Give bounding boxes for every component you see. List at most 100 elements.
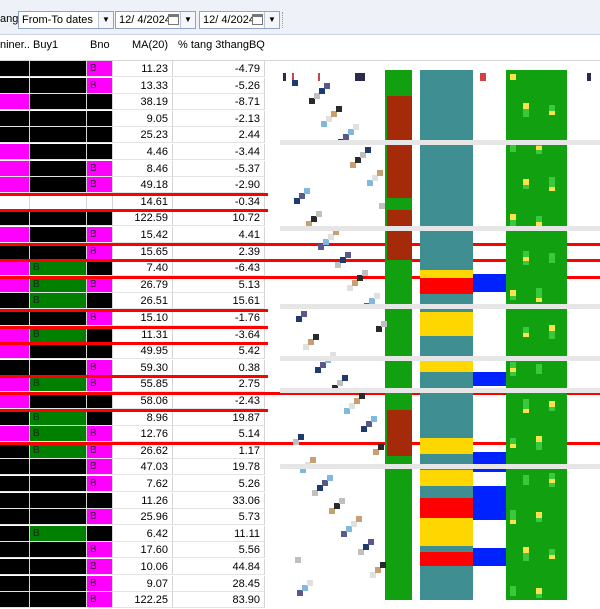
pct-tang-value: -2.13 (173, 110, 265, 127)
header-indicator-mark (318, 73, 320, 81)
table-row[interactable]: B 59.30 0.38 (0, 359, 600, 377)
table-row[interactable]: B 26.51 15.61 (0, 293, 600, 310)
signal-cell (0, 476, 30, 492)
signal-cell (0, 260, 30, 277)
table-row[interactable]: B 11.31 -3.64 (0, 326, 600, 344)
from-date-picker[interactable]: 12/ 4/2024 ▼ (115, 11, 196, 29)
indicator-speckle (523, 107, 529, 113)
signal-cell (30, 393, 87, 409)
chevron-down-icon[interactable]: ▼ (264, 12, 279, 28)
signal-cell (0, 442, 30, 459)
indicator-dot (297, 590, 303, 596)
table-row[interactable]: 4.46 -3.44 (0, 144, 600, 161)
table-row[interactable]: 49.95 5.42 (0, 343, 600, 360)
table-row[interactable]: 14.61 -0.34 (0, 193, 600, 211)
column-header-buy1[interactable]: Buy1 (33, 39, 59, 51)
table-row[interactable]: B 11.23 -4.79 (0, 61, 600, 78)
chevron-down-icon[interactable]: ▼ (98, 12, 113, 28)
signal-cell (30, 509, 87, 526)
signal-cell: B (30, 276, 87, 293)
indicator-dot (334, 503, 340, 509)
to-date-picker[interactable]: 12/ 4/2024 ▼ (199, 11, 280, 29)
table-row[interactable]: B 9.07 28.45 (0, 575, 600, 593)
ma20-value: 49.18 (113, 177, 173, 194)
table-row[interactable]: B 8.96 19.87 (0, 409, 600, 427)
row-highlight-line (0, 441, 600, 445)
table-row[interactable]: B B 26.79 5.13 (0, 276, 600, 294)
column-header-ma20[interactable]: MA(20) (131, 39, 168, 51)
table-row[interactable]: 58.06 -2.43 (0, 393, 600, 410)
table-row[interactable]: B 49.18 -2.90 (0, 177, 600, 194)
indicator-speckle (510, 74, 516, 80)
signal-cell (87, 293, 113, 310)
indicator-speckle (549, 549, 555, 555)
indicator-speckle (549, 185, 555, 191)
pct-tang-value: 28.45 (173, 575, 265, 592)
indicator-speckle (536, 588, 542, 594)
chevron-down-icon[interactable]: ▼ (180, 12, 195, 28)
signal-cell: B (87, 310, 113, 326)
table-row[interactable]: B 25.96 5.73 (0, 509, 600, 526)
row-highlight-line (0, 375, 268, 379)
ma20-value: 59.30 (113, 359, 173, 376)
table-row[interactable]: 122.59 10.72 (0, 210, 600, 227)
table-row[interactable]: B 8.46 -5.37 (0, 160, 600, 178)
table-row[interactable]: B 47.03 19.78 (0, 459, 600, 476)
table-row[interactable]: 38.19 -8.71 (0, 94, 600, 111)
ma20-value: 13.33 (113, 77, 173, 94)
table-row[interactable]: B 15.65 2.39 (0, 243, 600, 261)
indicator-dot (319, 88, 325, 94)
table-row[interactable]: B 10.06 44.84 (0, 559, 600, 576)
table-row[interactable]: B B 12.76 5.14 (0, 426, 600, 443)
table-row[interactable]: B 13.33 -5.26 (0, 77, 600, 95)
indicator-block-blue (473, 274, 507, 292)
column-header-bno[interactable]: Bno (90, 39, 110, 51)
indicator-block (420, 552, 473, 566)
indicator-dot (293, 439, 299, 445)
column-header-miner[interactable]: niner... (0, 39, 30, 51)
signal-cell: B (30, 442, 87, 459)
signal-cell (30, 193, 87, 210)
table-row[interactable]: 11.26 33.06 (0, 492, 600, 510)
table-row[interactable]: B 6.42 11.11 (0, 525, 600, 543)
signal-cell: B (30, 525, 87, 542)
indicator-dot (335, 262, 341, 268)
indicator-dot (346, 526, 352, 532)
table-row[interactable]: B 7.40 -6.43 (0, 260, 600, 277)
indicator-speckle (523, 255, 529, 261)
signal-cell (30, 61, 87, 77)
range-select[interactable]: From-To dates ▼ (18, 11, 114, 29)
signal-cell: B (87, 575, 113, 592)
pct-tang-value: 2.75 (173, 376, 265, 393)
indicator-dot (307, 580, 313, 586)
signal-cell: B (87, 592, 113, 609)
signal-cell (0, 61, 30, 77)
table-row[interactable]: B 15.10 -1.76 (0, 310, 600, 327)
indicator-speckle (549, 181, 555, 187)
ma20-value: 26.51 (113, 293, 173, 310)
table-row[interactable]: B 7.62 5.26 (0, 476, 600, 493)
indicator-speckle (549, 253, 555, 259)
signal-cell (30, 110, 87, 127)
table-row[interactable]: B B 26.62 1.17 (0, 442, 600, 460)
column-header-pct-tang[interactable]: % tang 3thangBQ (178, 39, 265, 51)
table-row[interactable]: B 15.42 4.41 (0, 227, 600, 244)
row-highlight-line (0, 342, 268, 346)
toolbar-grip[interactable] (282, 12, 286, 28)
table-row[interactable]: 9.05 -2.13 (0, 110, 600, 128)
indicator-dot (374, 293, 380, 299)
indicator-band (280, 356, 600, 361)
indicator-block (420, 518, 473, 546)
table-row[interactable]: B 17.60 5.56 (0, 542, 600, 559)
signal-cell (30, 310, 87, 326)
indicator-speckle (549, 405, 555, 411)
table-row[interactable]: 25.23 2.44 (0, 127, 600, 144)
signal-cell (30, 559, 87, 575)
signal-cell (30, 77, 87, 94)
ma20-value: 14.61 (113, 193, 173, 210)
pct-tang-value: 4.41 (173, 227, 265, 243)
table-row[interactable]: B B 55.85 2.75 (0, 376, 600, 393)
indicator-speckle (510, 218, 516, 224)
indicator-dot (333, 229, 339, 235)
ma20-value: 15.42 (113, 227, 173, 243)
